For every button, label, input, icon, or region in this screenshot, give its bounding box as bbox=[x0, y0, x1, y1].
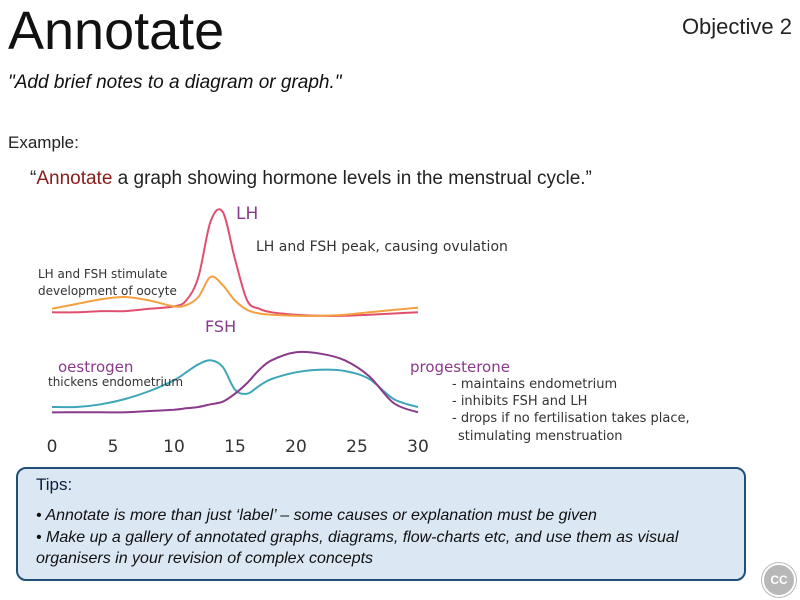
x-tick-label: 5 bbox=[108, 437, 119, 457]
progesterone-note-1: - maintains endometrium bbox=[452, 377, 617, 392]
question-rest: a graph showing hormone levels in the me… bbox=[112, 168, 592, 189]
tips-title: Tips: bbox=[36, 475, 73, 494]
objective-label: Objective 2 bbox=[681, 14, 792, 39]
peak-annotation: LH and FSH peak, causing ovulation bbox=[256, 239, 508, 255]
tips-box: Tips: • Annotate is more than just ‘labe… bbox=[16, 467, 746, 581]
x-tick-label: 15 bbox=[224, 437, 246, 457]
x-tick-label: 20 bbox=[285, 437, 307, 457]
example-label: Example: bbox=[8, 133, 79, 152]
x-tick-label: 25 bbox=[346, 437, 368, 457]
progesterone-line bbox=[51, 350, 419, 414]
x-tick-label: 0 bbox=[47, 437, 58, 457]
stimulate-annotation-1: LH and FSH stimulate bbox=[38, 267, 167, 281]
question-keyword: Annotate bbox=[36, 168, 113, 189]
tip-item-2: • Make up a gallery of annotated graphs,… bbox=[36, 528, 679, 568]
x-tick-label: 10 bbox=[163, 437, 185, 457]
hormone-chart: 0 5 10 15 20 25 30 LH FSH oestrogen progesterone L… bbox=[38, 204, 690, 457]
fsh-line bbox=[51, 275, 419, 317]
progesterone-note-4: stimulating menstruation bbox=[458, 429, 623, 444]
cc-license-icon: CC bbox=[762, 563, 796, 597]
example-question: “Annotate a graph showing hormone levels… bbox=[30, 168, 592, 190]
slide-title: Annotate bbox=[8, 1, 225, 61]
x-tick-label: 30 bbox=[407, 437, 429, 457]
oestrogen-line bbox=[51, 359, 419, 409]
question-open-quote: “ bbox=[30, 168, 37, 189]
stimulate-annotation-2: development of oocyte bbox=[38, 284, 177, 298]
progesterone-label: progesterone bbox=[410, 358, 510, 376]
progesterone-note-3: - drops if no fertilisation takes place, bbox=[452, 411, 690, 426]
definition-text: "Add brief notes to a diagram or graph." bbox=[8, 72, 342, 93]
tip-item-1: • Annotate is more than just ‘label’ – s… bbox=[36, 507, 597, 524]
lh-label: LH bbox=[236, 204, 258, 224]
oestrogen-annotation: thickens endometrium bbox=[48, 375, 183, 389]
oestrogen-label: oestrogen bbox=[58, 358, 133, 376]
progesterone-note-2: - inhibits FSH and LH bbox=[452, 394, 587, 409]
fsh-label: FSH bbox=[205, 317, 236, 336]
